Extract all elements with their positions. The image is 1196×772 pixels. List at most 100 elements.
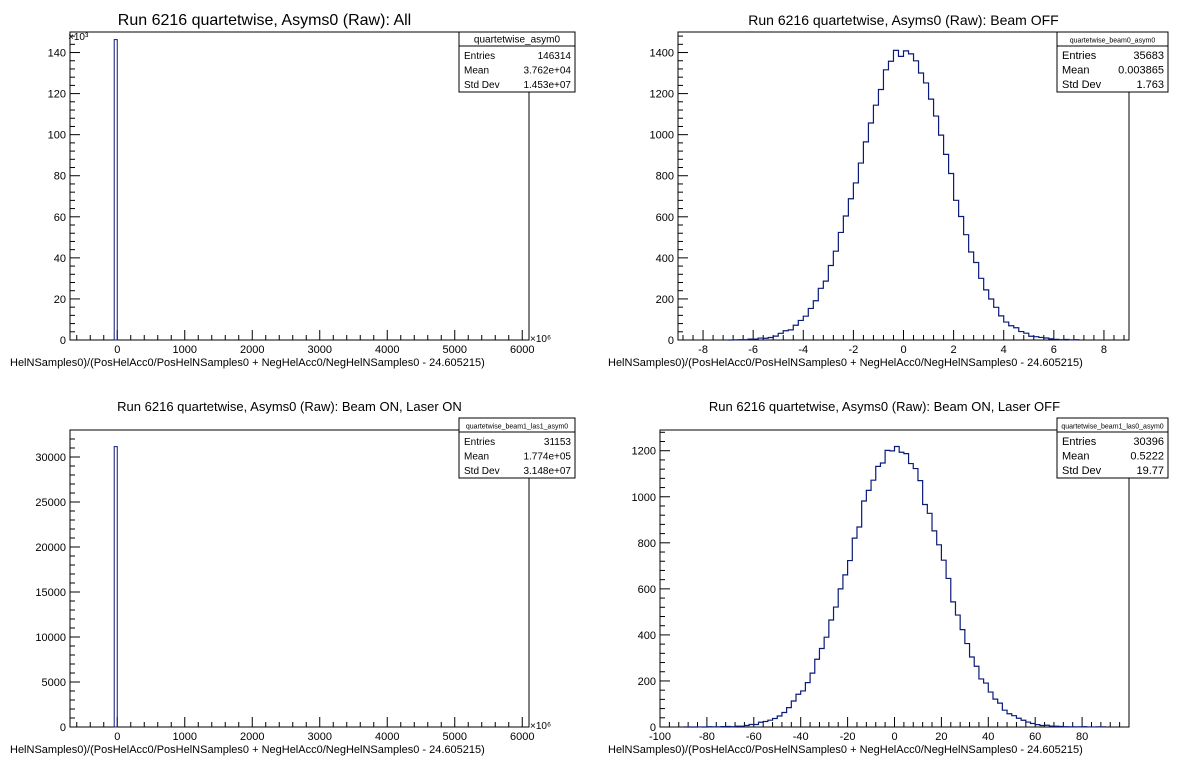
histogram-line xyxy=(728,49,1080,341)
y-tick-label: 0 xyxy=(650,722,656,734)
x-tick-label: -2 xyxy=(848,344,858,356)
x-tick-label: 3000 xyxy=(308,731,332,743)
y-tick-label: 1200 xyxy=(650,89,674,101)
x-axis-label: HelNSamples0)/(PosHelAcc0/PosHelNSamples… xyxy=(608,744,1083,756)
y-tick-label: 400 xyxy=(656,253,674,265)
y-tick-label: 0 xyxy=(60,722,66,734)
histogram-series xyxy=(728,49,1080,341)
y-tick-label: 0 xyxy=(60,335,66,347)
stats-label: Std Dev xyxy=(1062,465,1102,477)
stats-value: 1.763 xyxy=(1136,79,1164,91)
stats-value: 3.148e+07 xyxy=(523,466,571,477)
stats-box-frame xyxy=(1056,417,1169,479)
stats-box-frame xyxy=(458,31,576,93)
histogram-panel-4: Run 6216 quartetwise, Asyms0 (Raw): Beam… xyxy=(608,399,1169,756)
stats-label: Mean xyxy=(1062,451,1090,463)
stats-value: 0.5222 xyxy=(1130,451,1164,463)
stats-label: Mean xyxy=(464,66,489,77)
stats-box: quartetwise_asym0 Entries 146314 Mean 3.762e… xyxy=(458,31,576,93)
stats-label: Std Dev xyxy=(464,466,500,477)
x-tick-label: 20 xyxy=(935,731,947,743)
y-tick-label: 200 xyxy=(656,294,674,306)
y-tick-label: 800 xyxy=(656,171,674,183)
stats-label: Mean xyxy=(464,452,489,463)
histogram-series xyxy=(683,445,1107,728)
stats-box-frame xyxy=(1056,31,1169,93)
y-tick-label: 400 xyxy=(638,630,656,642)
stats-box: quartetwise_beam1_las0_asym0 Entries 30396… xyxy=(1056,417,1169,479)
histogram-bin xyxy=(113,446,118,728)
stats-label: Std Dev xyxy=(1062,79,1102,91)
histogram-bin xyxy=(113,39,118,341)
y-tick-label: 100 xyxy=(48,130,66,142)
x-tick-label: 40 xyxy=(982,731,994,743)
x-tick-label: 0 xyxy=(900,344,906,356)
stats-value: 1.453e+07 xyxy=(523,80,571,91)
stats-value: 19.77 xyxy=(1136,465,1164,477)
x-axis-label: HelNSamples0)/(PosHelAcc0/PosHelNSamples… xyxy=(10,357,485,369)
x-multiplier: ×10⁶ xyxy=(530,721,551,732)
stats-box-frame xyxy=(458,417,576,479)
stats-value: 146314 xyxy=(538,51,572,62)
x-tick-label: 6000 xyxy=(510,731,534,743)
y-multiplier: ×10³ xyxy=(68,32,89,43)
y-tick-label: 1000 xyxy=(650,130,674,142)
stats-value: 31153 xyxy=(544,437,572,448)
x-tick-label: 1000 xyxy=(173,344,197,356)
x-tick-label: 0 xyxy=(114,731,120,743)
plot-frame xyxy=(69,429,530,728)
stats-value: 30396 xyxy=(1133,436,1164,448)
histogram-panel-3: Run 6216 quartetwise, Asyms0 (Raw): Beam… xyxy=(10,399,576,756)
x-tick-label: 60 xyxy=(1029,731,1041,743)
x-tick-label: 2000 xyxy=(240,344,264,356)
y-tick-label: 800 xyxy=(638,538,656,550)
x-tick-label: 2 xyxy=(951,344,957,356)
y-tick-label: 20000 xyxy=(35,542,66,554)
x-tick-label: 8 xyxy=(1101,344,1107,356)
x-tick-label: 0 xyxy=(114,344,120,356)
stats-box: quartetwise_beam0_asym0 Entries 35683 Mean 0… xyxy=(1056,31,1169,93)
chart-title: Run 6216 quartetwise, Asyms0 (Raw): All xyxy=(118,12,411,29)
stats-name: quartetwise_asym0 xyxy=(474,35,561,46)
y-tick-label: 200 xyxy=(638,676,656,688)
histogram-series xyxy=(113,446,118,728)
x-axis-label: HelNSamples0)/(PosHelAcc0/PosHelNSamples… xyxy=(10,744,485,756)
y-tick-label: 1000 xyxy=(632,492,656,504)
y-tick-label: 80 xyxy=(54,171,66,183)
chart-title: Run 6216 quartetwise, Asyms0 (Raw): Beam… xyxy=(709,399,1060,414)
x-tick-label: 80 xyxy=(1076,731,1088,743)
y-tick-label: 10000 xyxy=(35,632,66,644)
stats-name: quartetwise_beam1_las1_asym0 xyxy=(466,424,568,431)
y-tick-label: 30000 xyxy=(35,452,66,464)
x-tick-label: 5000 xyxy=(443,731,467,743)
y-tick-label: 600 xyxy=(656,212,674,224)
x-tick-label: -20 xyxy=(840,731,856,743)
x-tick-label: 4000 xyxy=(375,731,399,743)
x-tick-label: 0 xyxy=(891,731,897,743)
y-tick-label: 15000 xyxy=(35,587,66,599)
stats-name: quartetwise_beam1_las0_asym0 xyxy=(1061,424,1163,431)
y-tick-label: 40 xyxy=(54,253,66,265)
x-tick-label: 1000 xyxy=(173,731,197,743)
x-tick-label: -6 xyxy=(748,344,758,356)
chart-title: Run 6216 quartetwise, Asyms0 (Raw): Beam… xyxy=(748,12,1058,28)
chart-title: Run 6216 quartetwise, Asyms0 (Raw): Beam… xyxy=(117,399,462,414)
stats-value: 35683 xyxy=(1133,50,1164,62)
y-tick-label: 20 xyxy=(54,294,66,306)
x-tick-label: 4 xyxy=(1001,344,1007,356)
histogram-panel-1: Run 6216 quartetwise, Asyms0 (Raw): All 0… xyxy=(10,12,576,369)
x-axis-label: HelNSamples0)/(PosHelAcc0/PosHelNSamples… xyxy=(608,357,1083,369)
y-tick-label: 25000 xyxy=(35,497,66,509)
plot-frame xyxy=(69,31,530,341)
x-tick-label: 6000 xyxy=(510,344,534,356)
y-tick-label: 140 xyxy=(48,48,66,60)
stats-label: Entries xyxy=(464,437,495,448)
y-tick-label: 1400 xyxy=(650,48,674,60)
histogram-panel-2: Run 6216 quartetwise, Asyms0 (Raw): Beam… xyxy=(608,12,1169,369)
y-tick-label: 1200 xyxy=(632,446,656,458)
x-multiplier: ×10⁶ xyxy=(530,334,551,345)
x-tick-label: 4000 xyxy=(375,344,399,356)
y-tick-label: 5000 xyxy=(42,677,66,689)
x-tick-label: 3000 xyxy=(308,344,332,356)
